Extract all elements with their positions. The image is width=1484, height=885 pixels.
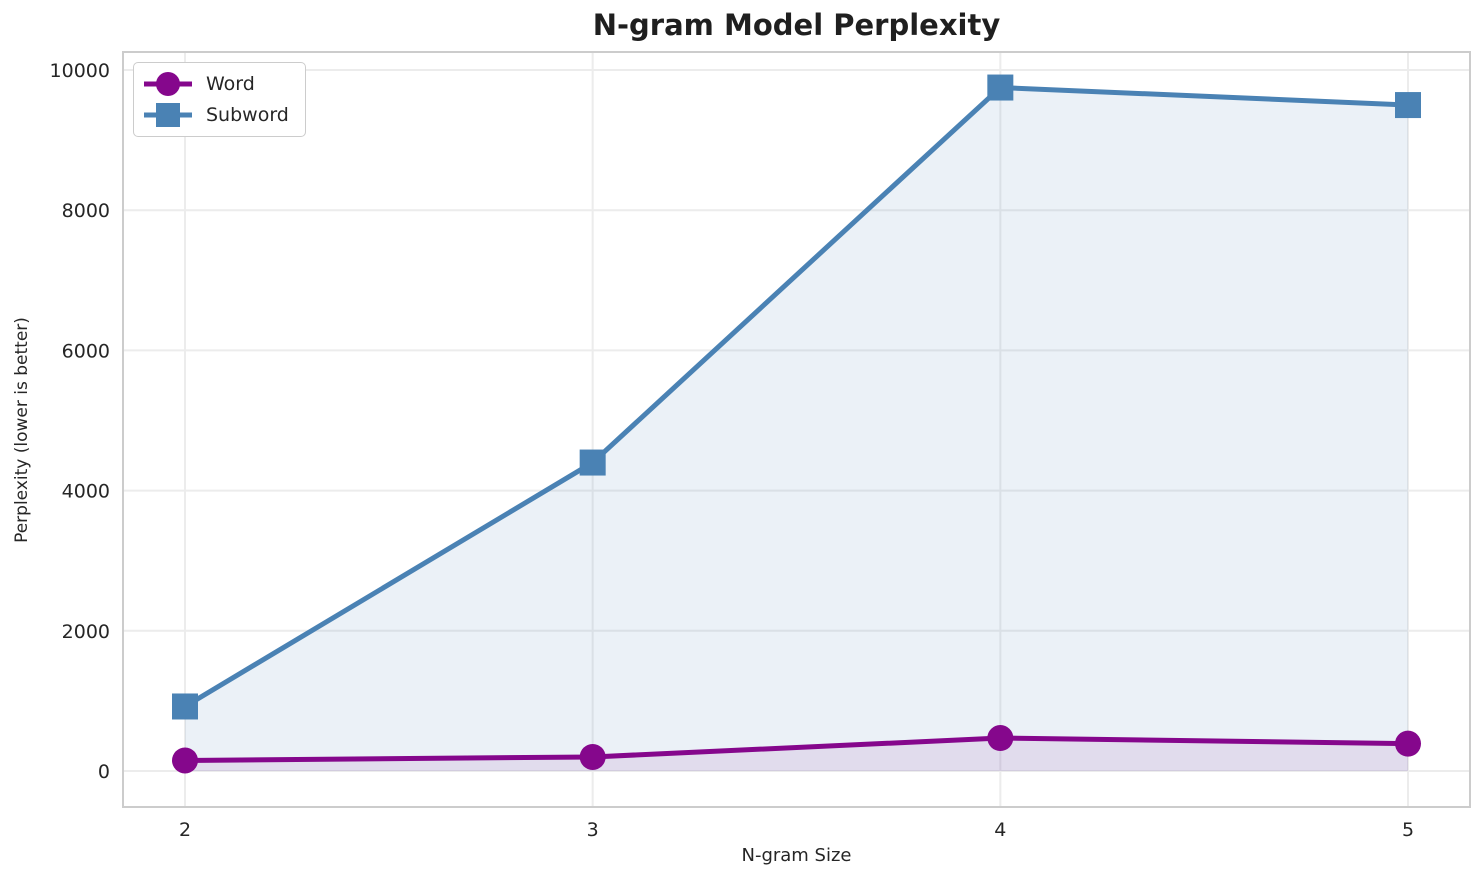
y-tick-label: 6000: [62, 340, 110, 362]
x-tick-label: 4: [994, 819, 1006, 841]
subword-series-line: [182, 85, 1411, 709]
word-marker-icon: [144, 72, 192, 96]
legend-label-word: Word: [206, 73, 255, 95]
word-data-point: [579, 743, 606, 770]
legend: Word Subword: [133, 62, 306, 137]
subword-marker-icon: [144, 103, 192, 127]
plot-border: [122, 51, 1471, 808]
legend-label-subword: Subword: [206, 104, 289, 126]
y-tick-label: 2000: [62, 621, 110, 643]
y-tick-label: 4000: [62, 481, 110, 503]
word-legend-circle: [156, 72, 180, 96]
x-tick-label: 2: [179, 819, 191, 841]
legend-item-subword: Subword: [142, 100, 289, 130]
subword-data-point: [172, 693, 198, 720]
x-tick-label: 5: [1402, 819, 1414, 841]
word-data-point: [1395, 730, 1421, 757]
x-axis-label: N-gram Size: [741, 845, 852, 866]
y-tick-label: 0: [98, 761, 110, 783]
subword-area-fill: [185, 87, 1408, 771]
subword-data-point: [1395, 92, 1421, 119]
word-area-fill: [185, 738, 1408, 771]
y-tick-label: 8000: [62, 200, 110, 222]
subword-legend-square: [156, 103, 180, 127]
word-data-point: [172, 747, 198, 774]
subword-data-point: [987, 74, 1014, 101]
legend-item-word: Word: [142, 69, 289, 99]
word-series-line: [182, 735, 1411, 763]
subword-data-point: [579, 449, 606, 476]
x-tick-label: 3: [587, 819, 599, 841]
word-data-point: [987, 725, 1014, 752]
chart-title: N-gram Model Perplexity: [592, 8, 1001, 42]
y-tick-label: 10000: [50, 60, 110, 82]
